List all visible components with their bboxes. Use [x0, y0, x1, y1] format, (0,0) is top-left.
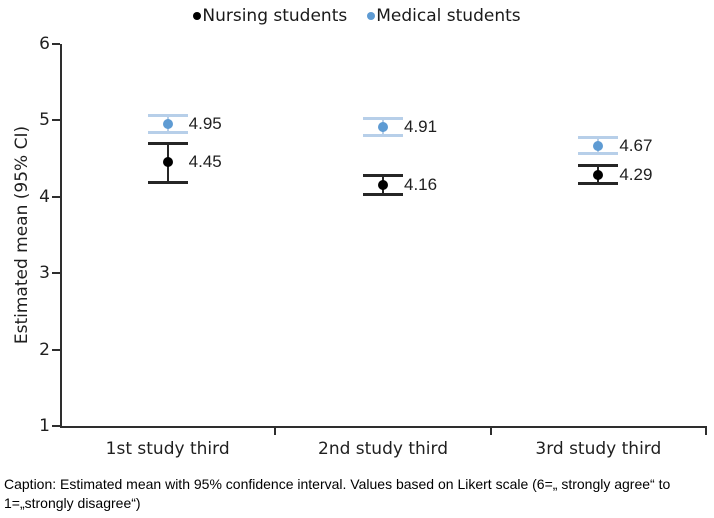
y-tick-label: 5 [39, 110, 50, 131]
y-axis-line [60, 44, 62, 428]
y-tick-label: 1 [39, 416, 50, 436]
value-label: 4.95 [188, 114, 222, 134]
error-bar-cap-bottom [578, 152, 619, 156]
error-bar-cap-top [363, 173, 403, 177]
value-label: 4.91 [404, 117, 438, 137]
data-point [593, 169, 604, 180]
legend-label: Nursing students [202, 6, 348, 26]
chart-legend: Nursing students Medical students [0, 4, 714, 28]
legend-marker-icon [193, 12, 202, 20]
value-label: 4.45 [188, 152, 222, 172]
x-axis-line [60, 426, 707, 428]
legend-item: Medical students [367, 6, 521, 26]
value-label: 4.67 [619, 135, 653, 155]
data-point [593, 140, 604, 151]
y-tick [52, 119, 60, 122]
error-bar-cap-top [147, 114, 188, 118]
legend-item: Nursing students [193, 6, 347, 26]
y-tick-label: 3 [39, 263, 50, 284]
error-bar-cap-top [363, 117, 403, 121]
x-category-label: 3rd study third [535, 439, 662, 459]
error-bar-cap-bottom [147, 181, 188, 185]
error-bar-cap-bottom [578, 181, 619, 185]
caption-line-2: 1=„strongly disagree“) [4, 495, 141, 511]
data-point [162, 157, 173, 168]
x-category-label: 2nd study third [318, 439, 448, 459]
error-bar-cap-top [147, 141, 188, 145]
y-tick [52, 195, 60, 198]
error-bar-cap-top [578, 164, 619, 168]
error-bar-cap-bottom [363, 134, 403, 138]
value-label: 4.16 [404, 174, 438, 194]
y-tick-label: 2 [39, 339, 50, 360]
x-tick [489, 426, 492, 435]
x-tick [705, 426, 707, 435]
error-bar-cap-top [578, 136, 619, 140]
data-point [378, 122, 388, 133]
x-category-label: 1st study third [105, 439, 230, 459]
figure-caption: Caption: Estimated mean with 95% confide… [4, 475, 710, 513]
x-tick [274, 426, 277, 435]
legend-label: Medical students [376, 6, 521, 26]
legend-marker-icon [367, 12, 376, 20]
y-tick [52, 272, 60, 275]
y-tick [52, 425, 60, 427]
data-point [378, 179, 388, 190]
y-tick [52, 348, 60, 351]
y-tick [52, 43, 60, 45]
data-point [162, 119, 173, 130]
y-tick-label: 4 [39, 186, 50, 207]
value-label: 4.29 [619, 164, 653, 184]
error-bar-cap-bottom [363, 192, 403, 196]
caption-line-1: Caption: Estimated mean with 95% confide… [4, 476, 671, 492]
y-tick-label: 6 [39, 34, 50, 54]
error-bar-cap-bottom [147, 131, 188, 135]
